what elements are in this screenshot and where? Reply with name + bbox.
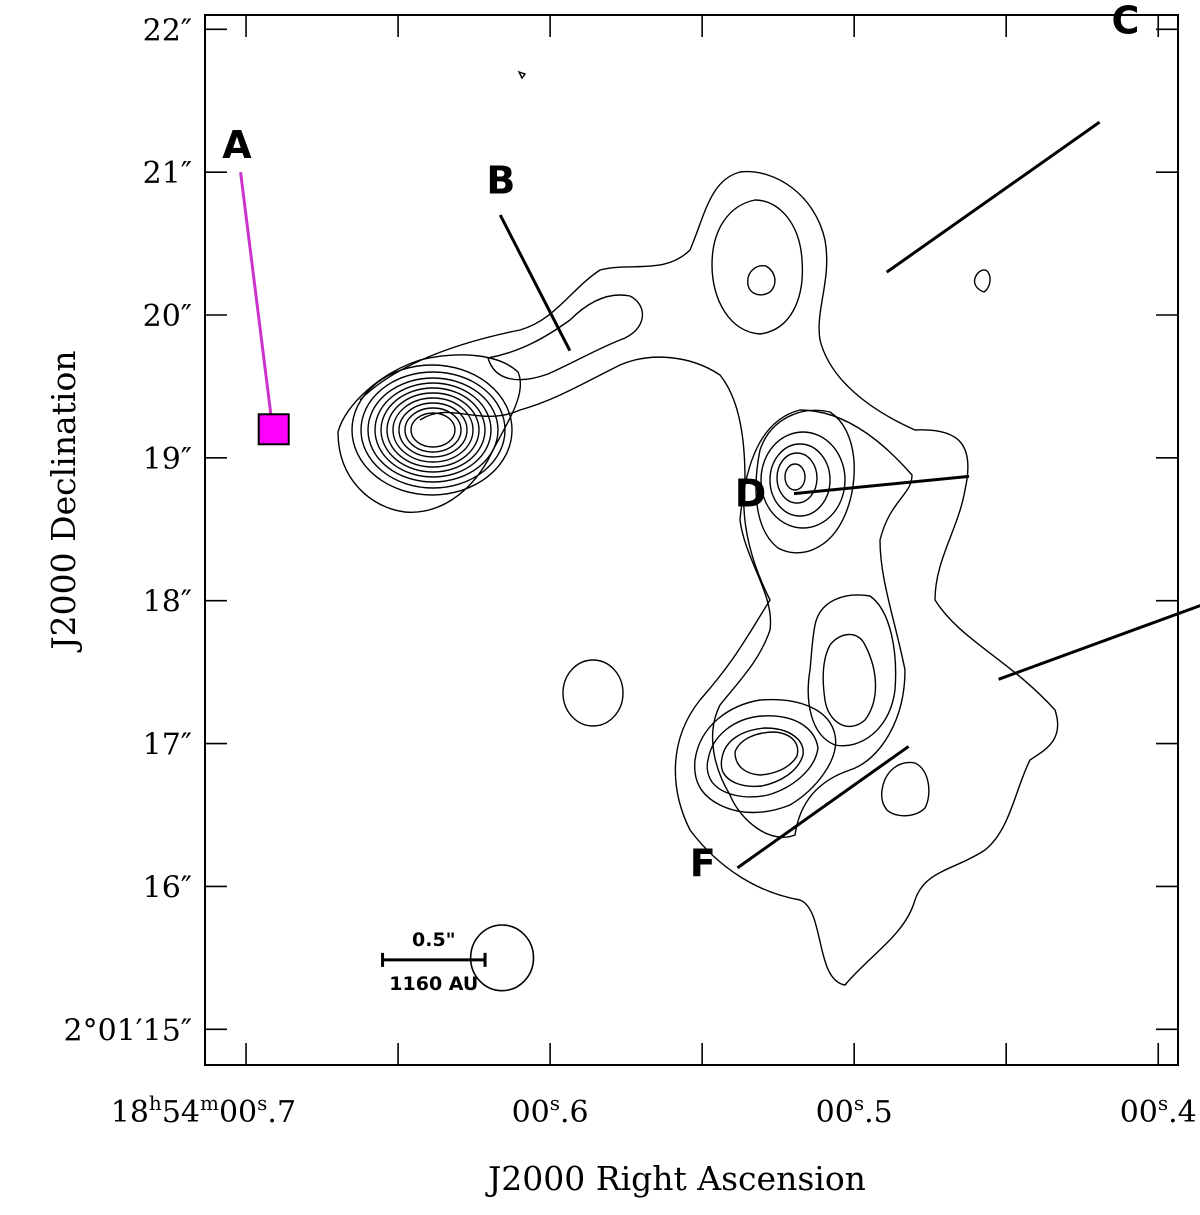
- contour-f-1: [693, 698, 837, 814]
- contour-a-5: [374, 382, 492, 478]
- y-tick-label: 16″: [143, 870, 192, 905]
- y-tick-label: 21″: [143, 156, 192, 191]
- contour-isolated-left: [562, 659, 624, 727]
- source-label-c: C: [1111, 0, 1139, 43]
- contour-d-3: [769, 443, 831, 517]
- contour-ridge-d-e: [712, 409, 913, 838]
- beam-ellipse: [469, 924, 535, 992]
- source-label-b: B: [486, 159, 515, 203]
- x-tick-label-part: 00: [1120, 1095, 1158, 1130]
- source-marker-a: [257, 413, 290, 446]
- source-pointer-e: [998, 604, 1200, 681]
- contour-d-2: [760, 431, 846, 529]
- contour-a-8: [392, 397, 474, 463]
- contour-speck-top: [517, 70, 527, 80]
- axis-ticks: [205, 15, 1178, 1065]
- contour-e-2: [822, 633, 877, 728]
- x-tick-label-part: 00: [512, 1095, 550, 1130]
- contour-a-11: [410, 412, 456, 448]
- contour-d-4: [776, 452, 818, 504]
- contour-a-6: [380, 387, 486, 473]
- x-tick-label-part: 54: [162, 1095, 200, 1130]
- x-tick-label-part: .4: [1168, 1095, 1197, 1130]
- contour-f-4: [734, 731, 799, 776]
- source-pointer-f: [736, 745, 910, 870]
- y-tick-label: 22″: [143, 13, 192, 48]
- x-tick-label-part: .6: [560, 1095, 589, 1130]
- source-label-d: D: [735, 471, 767, 515]
- scale-bar-arcsec: 0.5": [412, 929, 456, 951]
- plot-frame: [204, 14, 1179, 1066]
- contour-outer-envelope: [359, 170, 1059, 986]
- y-tick-label: 19″: [143, 442, 192, 477]
- x-tick-label-sup: m: [200, 1091, 219, 1115]
- contour-a-7: [386, 392, 480, 468]
- source-pointer-d: [793, 474, 970, 496]
- contour-a-4: [367, 377, 499, 483]
- contour-a-1: [337, 354, 522, 513]
- source-label-f: F: [690, 841, 716, 885]
- contour-e-1: [807, 594, 897, 747]
- x-axis-title: J2000 Right Ascension: [485, 1159, 866, 1198]
- contour-lines: [337, 70, 1059, 986]
- x-tick-label: 00s.4: [1120, 1091, 1197, 1130]
- x-tick-label-sup: s: [257, 1091, 267, 1115]
- contour-a-3: [360, 371, 506, 489]
- contour-isolated-right-high: [973, 269, 991, 293]
- x-tick-label-part: .5: [864, 1095, 893, 1130]
- contour-d-5: [784, 463, 806, 491]
- y-tick-label: 17″: [143, 728, 192, 763]
- source-pointer-a: [239, 171, 273, 419]
- x-tick-label-part: 00: [816, 1095, 854, 1130]
- contour-a-10: [404, 407, 462, 453]
- source-pointer-b: [498, 214, 572, 352]
- x-tick-label: 00s.6: [512, 1091, 589, 1130]
- x-tick-label-part: .7: [267, 1095, 296, 1130]
- contour-f-2: [706, 715, 819, 798]
- y-axis-title: J2000 Declination: [44, 350, 83, 652]
- source-label-a: A: [222, 123, 252, 167]
- y-tick-label: 18″: [143, 585, 192, 620]
- contour-c-1: [711, 199, 804, 335]
- scale-bar-au: 1160 AU: [389, 973, 478, 995]
- beam-shape: [469, 924, 535, 992]
- x-tick-label-sup: s: [1158, 1091, 1168, 1115]
- contour-f-3: [720, 727, 804, 788]
- x-tick-label-part: 00: [219, 1095, 257, 1130]
- x-tick-label: 18h54m00s.7: [111, 1091, 296, 1130]
- x-tick-label: 00s.5: [816, 1091, 893, 1130]
- x-tick-label-sup: s: [854, 1091, 864, 1115]
- contour-a-2: [351, 364, 513, 496]
- contour-isolated-right-low: [880, 761, 930, 817]
- y-tick-label: 2°01′15″: [64, 1013, 192, 1048]
- source-pointer-c: [885, 120, 1101, 274]
- contour-a-9: [398, 402, 468, 458]
- scale-bar: 0.5" 1160 AU: [381, 929, 487, 995]
- x-tick-label-sup: h: [149, 1091, 162, 1115]
- x-tick-label-sup: s: [550, 1091, 560, 1115]
- x-tick-label-part: 18: [111, 1095, 149, 1130]
- contour-c-2: [747, 265, 776, 296]
- axis-tick-labels: 2°01′15″16″17″18″19″20″21″22″18h54m00s.7…: [64, 13, 1197, 1130]
- y-tick-label: 20″: [143, 299, 192, 334]
- source-annotations: ABCDEF: [222, 0, 1200, 885]
